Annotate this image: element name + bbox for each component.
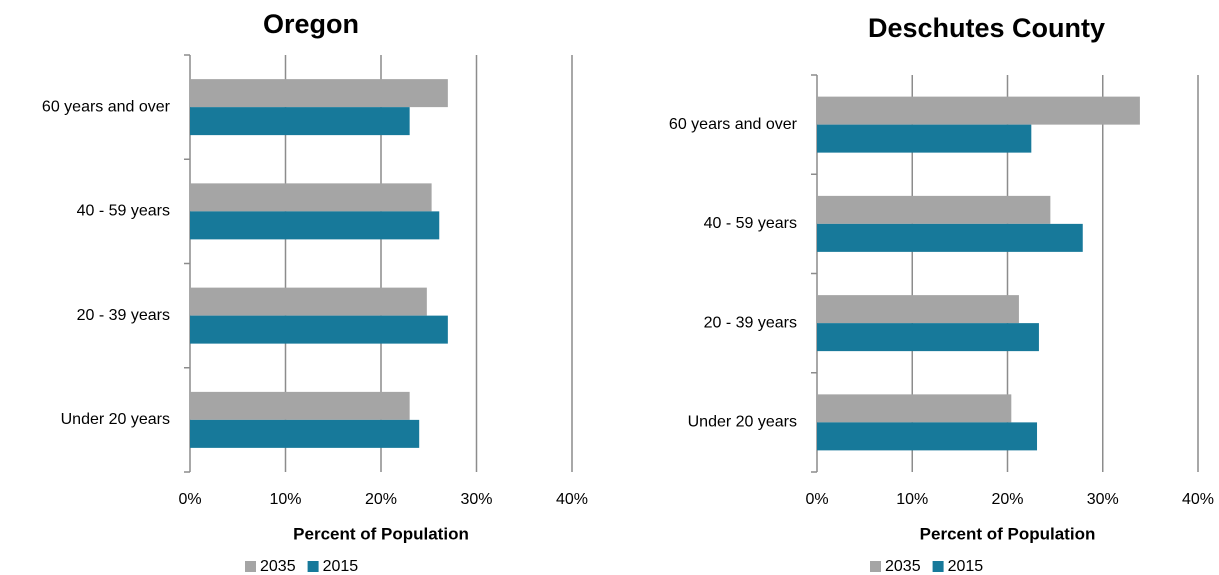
legend-label: 2035 [885,558,921,575]
x-tick-label: 30% [460,491,492,508]
bar [190,391,410,420]
bar [817,195,1051,224]
bar [817,223,1083,252]
y-tick-label: 20 - 39 years [77,307,170,324]
legend-label: 2035 [260,558,296,575]
legend-swatch [932,561,944,572]
chart-title: Oregon [263,9,359,39]
y-tick-label: 40 - 59 years [77,203,170,220]
bar [817,394,1012,423]
legend-label: 2015 [323,558,359,575]
y-tick-label: 40 - 59 years [704,215,797,232]
bar [190,211,440,240]
y-tick-label: Under 20 years [61,411,170,428]
x-tick-label: 0% [178,491,201,508]
legend-swatch [307,561,319,572]
legend-swatch [870,561,881,572]
bar [817,323,1039,352]
bar [190,315,448,344]
bar [190,419,420,448]
y-tick-label: 60 years and over [42,98,171,115]
x-tick-label: 0% [805,491,828,508]
x-tick-label: 20% [991,491,1023,508]
x-tick-label: 10% [896,491,928,508]
y-tick-label: 60 years and over [669,116,798,133]
x-axis-label: Percent of Population [920,524,1096,543]
chart-title: Deschutes County [868,13,1105,43]
x-axis-label: Percent of Population [293,524,469,543]
bar [817,124,1032,153]
legend-swatch [245,561,256,572]
bar [190,183,432,212]
x-tick-label: 40% [1182,491,1214,508]
bar [190,287,427,316]
bar [817,422,1038,451]
y-tick-label: Under 20 years [688,414,797,431]
bar [190,107,410,136]
x-tick-label: 10% [269,491,301,508]
bar [817,295,1019,324]
y-tick-label: 20 - 39 years [704,314,797,331]
bar [190,79,448,108]
legend-label: 2015 [948,558,984,575]
x-tick-label: 20% [365,491,397,508]
bar [817,96,1140,125]
x-tick-label: 40% [556,491,588,508]
x-tick-label: 30% [1087,491,1119,508]
